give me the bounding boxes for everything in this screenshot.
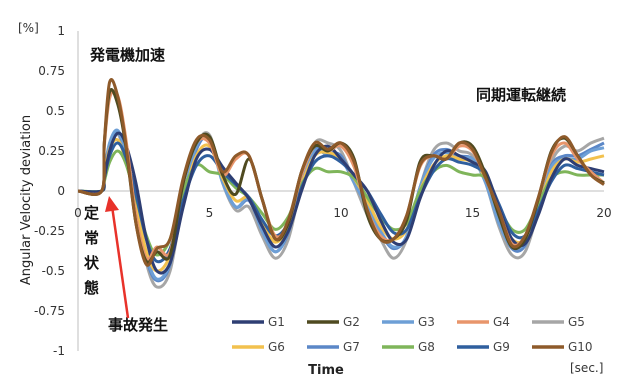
x-tick-label: 0 bbox=[74, 206, 82, 220]
x-unit-label: [sec.] bbox=[570, 361, 603, 375]
x-tick-label: 5 bbox=[206, 206, 214, 220]
fault-arrow bbox=[105, 196, 130, 319]
y-tick-label: -0.25 bbox=[34, 224, 65, 238]
x-tick-labels: 0 5 10 15 20 bbox=[74, 206, 611, 220]
legend-label-g9: G9 bbox=[493, 340, 510, 354]
legend-label-g10: G10 bbox=[568, 340, 593, 354]
x-tick-label: 20 bbox=[596, 206, 611, 220]
plot-area bbox=[77, 31, 605, 351]
legend-label-g8: G8 bbox=[418, 340, 435, 354]
y-tick-labels: 1 0.75 0.5 0.25 0 -0.25 -0.5 -0.75 -1 bbox=[34, 24, 65, 358]
legend-label-g5: G5 bbox=[568, 315, 585, 329]
x-tick-label: 10 bbox=[333, 206, 348, 220]
y-tick-label: -0.75 bbox=[34, 304, 65, 318]
y-tick-label: -1 bbox=[53, 344, 65, 358]
annotation-generator-acceleration: 発電機加速 bbox=[89, 46, 165, 64]
annotation-steady-state-char: 定 bbox=[84, 204, 99, 222]
legend-label-g3: G3 bbox=[418, 315, 435, 329]
legend-label-g4: G4 bbox=[493, 315, 510, 329]
y-tick-label: -0.5 bbox=[42, 264, 65, 278]
series-line-g10 bbox=[77, 77, 605, 267]
legend: G1 G2 G3 G4 G5 G6 G7 G8 G9 G10 bbox=[232, 315, 593, 354]
legend-label-g1: G1 bbox=[268, 315, 285, 329]
x-axis-title: Time bbox=[308, 363, 344, 378]
y-tick-label: 1 bbox=[57, 24, 65, 38]
series-layer bbox=[77, 77, 605, 289]
annotation-steady-state-char: 状 bbox=[84, 254, 100, 272]
y-tick-label: 0.5 bbox=[46, 104, 65, 118]
legend-label-g6: G6 bbox=[268, 340, 285, 354]
x-tick-label: 15 bbox=[465, 206, 480, 220]
series-line-g1 bbox=[77, 131, 605, 275]
legend-label-g2: G2 bbox=[343, 315, 360, 329]
y-tick-label: 0 bbox=[57, 184, 65, 198]
legend-label-g7: G7 bbox=[343, 340, 360, 354]
annotation-synchronous-operation: 同期運転継続 bbox=[476, 86, 566, 104]
annotation-fault-occurrence: 事故発生 bbox=[108, 316, 168, 334]
y-tick-label: 0.25 bbox=[38, 144, 65, 158]
annotation-steady-state-char: 常 bbox=[84, 229, 99, 247]
y-axis-title: Angular Velocity deviation bbox=[19, 115, 34, 285]
y-unit-label: [%] bbox=[18, 21, 39, 35]
annotation-steady-state-char: 態 bbox=[84, 279, 99, 297]
y-tick-label: 0.75 bbox=[38, 64, 65, 78]
